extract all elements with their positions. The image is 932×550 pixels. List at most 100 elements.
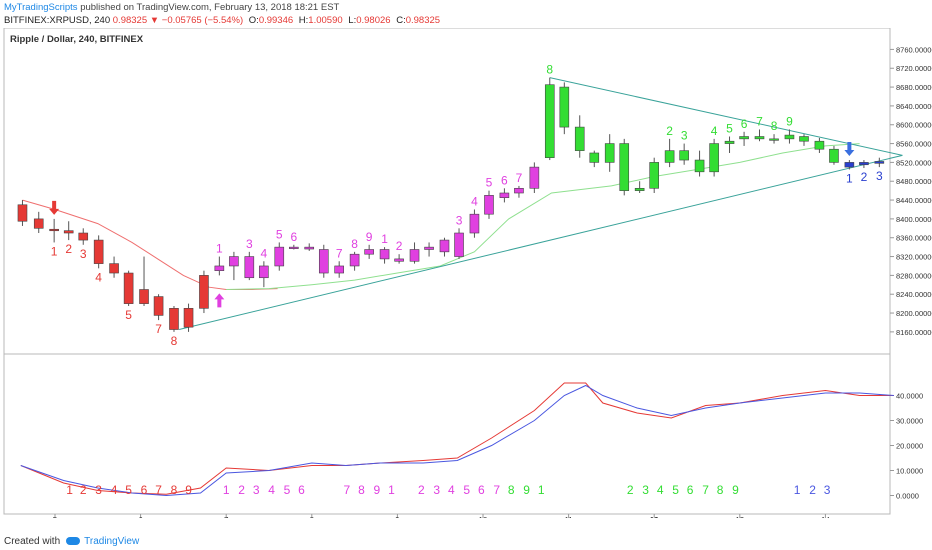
candle-body (664, 150, 675, 163)
candle-body (17, 204, 28, 222)
candle-body (364, 249, 374, 255)
count-label: 4 (261, 246, 268, 260)
count-label: 6 (741, 117, 748, 131)
price-tick-label: 8520.00000 (896, 158, 932, 167)
count-label: 2 (861, 170, 868, 184)
candle-body (634, 187, 645, 191)
symbol-line: BITFINEX:XRPUSD, 240 0.98325 ▼ −0.05765 … (4, 15, 440, 26)
count-label: 1 (216, 242, 223, 256)
triangle-trendline (549, 77, 903, 156)
high-value: 1.00590 (308, 15, 343, 26)
low-label: L: (348, 15, 357, 26)
indicator-count-label: 4 (448, 483, 455, 497)
candle-body (349, 253, 360, 267)
count-label: 7 (516, 171, 523, 185)
count-label: 4 (471, 194, 478, 208)
candle-body (679, 150, 689, 161)
candle-body (769, 138, 779, 141)
indicator-count-label: 1 (388, 483, 395, 497)
indicator-count-label: 7 (344, 483, 351, 497)
count-label: 9 (366, 230, 373, 244)
price-tick-label: 8320.00000 (896, 253, 932, 262)
indicator-count-label: 7 (493, 483, 500, 497)
indicator-count-label: 3 (642, 483, 649, 497)
price-tick-label: 8280.00000 (896, 271, 932, 280)
candle-body (499, 192, 510, 199)
indicator-count-label: 2 (627, 483, 634, 497)
count-label: 3 (246, 237, 253, 251)
published-line: MyTradingScripts published on TradingVie… (4, 2, 339, 13)
up-arrow-icon (214, 293, 225, 308)
candle-body (439, 239, 450, 253)
count-label: 6 (501, 173, 508, 187)
indicator-count-label: 8 (358, 483, 365, 497)
high-label: H: (298, 15, 309, 26)
price-tick-label: 8680.00000 (896, 83, 932, 92)
count-label: 4 (95, 270, 102, 284)
indicator-count-label: 7 (155, 483, 162, 497)
candle-body (619, 143, 630, 191)
count-label: 7 (155, 322, 162, 336)
down-arrow-icon (49, 200, 60, 215)
count-label: 5 (125, 308, 132, 322)
candle-body (814, 140, 825, 150)
time-tick-label: 14 (821, 516, 830, 518)
candle-body (799, 136, 809, 142)
symbol-label: BITFINEX:XRPUSD, 240 (4, 15, 111, 26)
candle-body (409, 249, 420, 262)
candle-body (574, 126, 585, 151)
price-change: ▼ −0.05765 (−5.54%) (149, 15, 244, 26)
candle-body (109, 263, 119, 274)
open-label: O: (248, 15, 259, 26)
candle-body (424, 246, 434, 250)
candle-body (259, 265, 269, 279)
indicator-count-label: 2 (238, 483, 245, 497)
created-with-label: Created with (4, 536, 61, 547)
green-moving-average (226, 143, 860, 290)
indicator-count-label: 9 (523, 483, 530, 497)
indicator-tick-label: 20.0000 (896, 442, 923, 451)
count-label: 8 (546, 63, 553, 77)
indicator-tick-label: 10.0000 (896, 467, 923, 476)
close-value: 0.98325 (405, 15, 441, 26)
count-label: 9 (786, 114, 793, 128)
indicator-count-label: 2 (418, 483, 425, 497)
count-label: 5 (486, 176, 493, 190)
tradingview-link[interactable]: TradingView (84, 536, 140, 547)
indicator-count-label: 6 (141, 483, 148, 497)
down-arrow-icon (844, 142, 855, 157)
indicator-count-label: 8 (717, 483, 724, 497)
indicator-count-label: 4 (657, 483, 664, 497)
candle-body (139, 289, 149, 304)
indicator-tick-label: 30.0000 (896, 417, 923, 426)
candle-body (49, 228, 59, 232)
indicator-count-label: 8 (508, 483, 515, 497)
indicator-count-label: 2 (809, 483, 816, 497)
trading-chart[interactable]: Ripple / Dollar, 240, BITFINEX 8760.0000… (0, 28, 932, 518)
last-price: 0.98325 (112, 15, 148, 26)
candle-body (379, 249, 390, 260)
indicator-count-label: 6 (478, 483, 485, 497)
price-tick-label: 8760.00000 (896, 45, 932, 54)
time-tick-label: 7 (224, 516, 229, 518)
time-tick-label: 8 (310, 516, 315, 518)
indicator-lines (20, 382, 894, 497)
candle-body (709, 143, 719, 173)
indicator-count-label: 8 (171, 483, 178, 497)
indicator-count-label: 1 (538, 483, 545, 497)
count-label: 6 (290, 230, 297, 244)
indicator-axis: 40.0000 30.0000 20.0000 10.0000 0.0000 (890, 392, 923, 501)
count-label: 7 (336, 246, 343, 260)
indicator-tick-label: 40.0000 (896, 392, 923, 401)
count-label: 8 (771, 119, 778, 133)
candle-body (559, 86, 570, 128)
candle-body (874, 161, 885, 164)
price-tick-label: 8400.00000 (896, 215, 932, 224)
candle-body (724, 140, 735, 144)
count-label: 3 (681, 129, 688, 143)
time-axis: 5 6 7 8 9 10 11 12 13 14 (53, 514, 830, 518)
publisher-link[interactable]: MyTradingScripts (4, 2, 78, 13)
tradingview-logo-icon (66, 537, 81, 546)
indicator-count-label: 9 (374, 483, 381, 497)
